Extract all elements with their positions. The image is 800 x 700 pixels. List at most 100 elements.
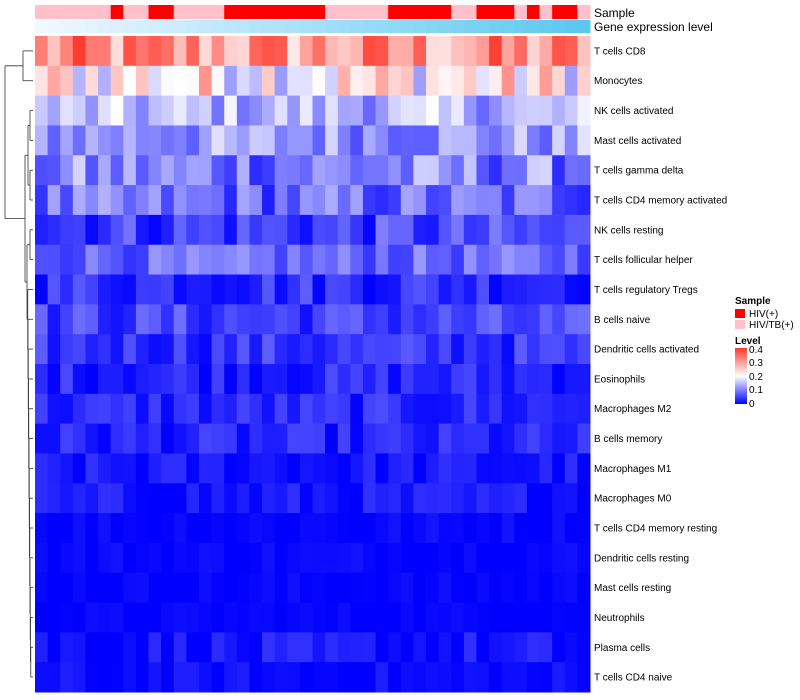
heatmap-cell xyxy=(350,542,364,574)
heatmap-cell xyxy=(325,453,339,484)
heatmap-cell xyxy=(413,155,427,186)
heatmap-cell xyxy=(451,393,465,425)
heatmap-cell xyxy=(35,125,49,156)
heatmap-cell xyxy=(325,393,339,425)
heatmap-cell xyxy=(451,244,465,276)
expression-cell xyxy=(501,20,515,33)
heatmap-cell xyxy=(552,364,566,395)
heatmap-cell xyxy=(526,304,541,335)
heatmap-cell xyxy=(489,662,503,693)
heatmap-cell xyxy=(211,185,225,216)
row-label: Dendritic cells activated xyxy=(594,345,699,356)
heatmap-cell xyxy=(539,274,553,305)
heatmap-cell xyxy=(312,65,326,97)
expression-cell xyxy=(186,20,200,33)
sample-cell xyxy=(350,5,364,19)
heatmap-cell xyxy=(262,453,276,484)
heatmap-cell xyxy=(262,95,276,126)
heatmap-cell xyxy=(249,65,263,97)
heatmap-cell xyxy=(161,304,175,335)
heatmap-cell xyxy=(337,483,351,514)
heatmap-cell xyxy=(249,214,263,246)
heatmap-cell xyxy=(362,513,377,544)
heatmap-cell xyxy=(375,334,389,365)
heatmap-cell xyxy=(337,542,351,574)
heatmap-cell xyxy=(577,632,591,663)
heatmap-cell xyxy=(274,185,288,216)
heatmap-cell xyxy=(236,214,250,246)
heatmap-cell xyxy=(362,334,377,365)
heatmap-cell xyxy=(161,244,175,276)
row-label: Macrophages M1 xyxy=(594,464,672,475)
heatmap-cell xyxy=(287,214,301,246)
heatmap-cell xyxy=(514,36,528,67)
heatmap-cell xyxy=(161,602,175,633)
heatmap-cell xyxy=(400,393,414,425)
heatmap-cell xyxy=(148,513,162,544)
heatmap-cell xyxy=(375,364,389,395)
heatmap-cell xyxy=(236,36,250,67)
heatmap-cell xyxy=(249,274,263,305)
legend: Sample HIV(+) HIV/TB(+) Level 0.4 0.3 0.… xyxy=(735,296,794,410)
row-label: T cells follicular helper xyxy=(594,255,693,266)
heatmap-cell xyxy=(350,423,364,454)
heatmap-cell xyxy=(186,65,200,97)
heatmap-cell xyxy=(98,274,112,305)
heatmap-cell xyxy=(186,95,200,126)
heatmap-cell xyxy=(350,662,364,693)
heatmap-cell xyxy=(564,244,578,276)
heatmap-cell xyxy=(224,483,238,514)
heatmap-cell xyxy=(123,542,137,574)
heatmap-cell xyxy=(451,125,465,156)
heatmap-cell xyxy=(211,423,225,454)
heatmap-cell xyxy=(60,364,74,395)
heatmap-cell xyxy=(299,513,313,544)
sample-cell xyxy=(236,5,250,19)
heatmap-cell xyxy=(236,542,250,574)
heatmap-cell xyxy=(262,602,276,633)
heatmap-cell xyxy=(211,36,225,67)
heatmap-cell xyxy=(148,274,162,305)
heatmap-cell xyxy=(186,662,200,693)
heatmap-cell xyxy=(451,483,465,514)
heatmap-cell xyxy=(476,542,490,574)
heatmap-cell xyxy=(451,423,465,454)
heatmap-cell xyxy=(438,542,452,574)
heatmap-cell xyxy=(362,244,377,276)
expression-cell xyxy=(362,20,377,33)
heatmap-cell xyxy=(463,185,477,216)
heatmap-cell xyxy=(312,542,326,574)
sample-cell xyxy=(262,5,276,19)
heatmap-cell xyxy=(325,364,339,395)
heatmap-cell xyxy=(98,393,112,425)
heatmap-cell xyxy=(72,632,86,663)
heatmap-cell xyxy=(85,393,99,425)
heatmap-cell xyxy=(476,572,490,604)
legend-tick-0.1: 0.1 xyxy=(749,385,763,396)
heatmap-cell xyxy=(577,185,591,216)
heatmap-cell xyxy=(224,453,238,484)
expression-cell xyxy=(161,20,175,33)
heatmap-cell xyxy=(325,572,339,604)
heatmap-cell xyxy=(262,304,276,335)
heatmap-cell xyxy=(337,632,351,663)
heatmap-cell xyxy=(489,334,503,365)
sample-cell xyxy=(35,5,49,19)
heatmap-cell xyxy=(98,334,112,365)
heatmap-cell xyxy=(476,155,490,186)
heatmap-cell xyxy=(388,244,402,276)
heatmap-cell xyxy=(350,602,364,633)
row-label: T cells regulatory Tregs xyxy=(594,285,698,296)
heatmap-cell xyxy=(426,453,440,484)
heatmap-cell xyxy=(413,542,427,574)
heatmap-cell xyxy=(526,214,541,246)
heatmap-cell xyxy=(198,304,213,335)
heatmap-cell xyxy=(211,662,225,693)
heatmap-cell xyxy=(186,304,200,335)
heatmap-cell xyxy=(463,125,477,156)
heatmap-cell xyxy=(198,572,213,604)
heatmap-cell xyxy=(564,334,578,365)
heatmap-cell xyxy=(299,453,313,484)
heatmap-cell xyxy=(526,36,541,67)
heatmap-cell xyxy=(350,36,364,67)
